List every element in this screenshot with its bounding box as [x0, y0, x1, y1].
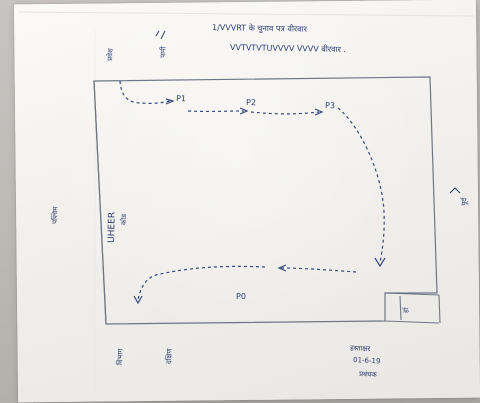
small-box-inner-divider	[399, 295, 402, 321]
path-p1-start	[119, 80, 171, 104]
left-side-label: पश्चिम	[50, 206, 60, 225]
small-box-top	[384, 292, 440, 296]
signature-line-3: प्रबंधक	[359, 370, 378, 379]
header-note-line-1: 1/VVVRT के चुनाव पत्र वीरवार	[212, 22, 308, 35]
right-side-label: पूर्व	[459, 196, 469, 206]
top-small-stroke-marks	[155, 30, 166, 40]
small-box-right	[438, 294, 441, 324]
bottom-return-path-right	[280, 267, 357, 273]
right-descending-path	[337, 107, 385, 264]
left-boundary-line	[93, 80, 107, 325]
path-label-p1: P1	[176, 94, 186, 103]
signature-line-2: 01-6-19	[353, 356, 381, 365]
center-label-1: UHEER	[107, 212, 118, 243]
path-label-p3: P3	[325, 101, 335, 110]
arrow-head-p3	[314, 108, 324, 116]
right-edge-mark	[449, 187, 461, 194]
center-label-2: कोड	[119, 214, 128, 225]
arrow-head-p2	[239, 107, 249, 115]
path-p2-p3	[250, 111, 320, 115]
header-note-line-2: VVTVTVTUVVVV VVVV वीरवार .	[230, 42, 346, 54]
top-right-mark: पानी	[158, 46, 168, 58]
bottom-box-label: हां	[402, 307, 410, 313]
arrow-head-right-path	[374, 257, 386, 268]
arrow-head-p1	[165, 98, 175, 105]
bottom-left-label-2: दक्षिण	[164, 347, 174, 364]
paper-fold-top	[17, 11, 475, 17]
top-left-mark: प्रवेश	[105, 48, 115, 61]
small-box-bottom	[384, 320, 440, 324]
bottom-return-path-left	[137, 265, 266, 301]
signature-line-1: हस्ताक्षर	[350, 344, 371, 353]
arrow-head-return-right	[277, 264, 287, 272]
outer-boundary	[93, 76, 438, 325]
bottom-left-label-1: विभाग	[115, 347, 125, 365]
path-label-p2: P2	[246, 98, 256, 107]
path-label-p0: P0	[236, 292, 246, 301]
arrow-head-return-left	[133, 295, 143, 305]
